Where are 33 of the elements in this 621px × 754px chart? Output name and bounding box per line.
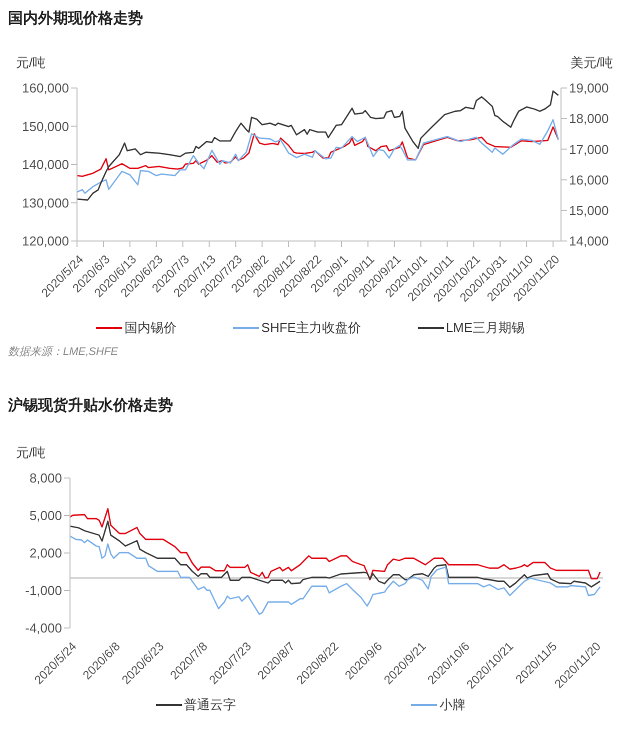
chart-title: 国内外期现价格走势 <box>8 9 144 29</box>
y2-tick-label: 16,000 <box>569 172 609 188</box>
y-tick-label: -4,000 <box>25 620 62 636</box>
y-axis-title: 元/吨 <box>16 444 46 462</box>
y-tick-label: 2,000 <box>29 546 62 561</box>
source-note: 数据来源：LME,SHFE <box>8 345 120 359</box>
y-tick-label: -1,000 <box>25 583 62 598</box>
y2-tick-label: 18,000 <box>569 111 609 126</box>
y-tick-label: 130,000 <box>22 195 69 210</box>
line-series <box>70 535 601 615</box>
y-axis-title: 元/吨 <box>16 54 46 72</box>
y2-tick-label: 17,000 <box>569 142 609 157</box>
y2-tick-label: 14,000 <box>569 234 609 249</box>
legend-label: 普通云字 <box>182 696 236 714</box>
legend-label: LME三月期锡 <box>444 319 525 337</box>
y-tick-label: 150,000 <box>22 118 69 134</box>
line-series <box>70 508 601 580</box>
y-tick-label: 120,000 <box>22 234 69 249</box>
y-tick-label: 5,000 <box>29 508 62 524</box>
y-tick-label: 8,000 <box>29 470 62 486</box>
y2-tick-label: 19,000 <box>569 80 609 96</box>
y2-axis-title: 美元/吨 <box>570 54 613 72</box>
chart-title: 沪锡现货升贴水价格走势 <box>8 396 174 416</box>
y2-tick-label: 15,000 <box>569 203 609 218</box>
y-tick-label: 140,000 <box>22 157 69 172</box>
line-series <box>77 126 560 178</box>
line-series <box>70 520 601 588</box>
y-tick-label: 160,000 <box>22 80 69 96</box>
legend-label: 国内锡价 <box>123 319 176 337</box>
line-series <box>77 119 560 194</box>
line-series <box>77 90 560 201</box>
legend-label: 小牌 <box>438 696 466 714</box>
legend-label: SHFE主力收盘价 <box>260 319 361 337</box>
